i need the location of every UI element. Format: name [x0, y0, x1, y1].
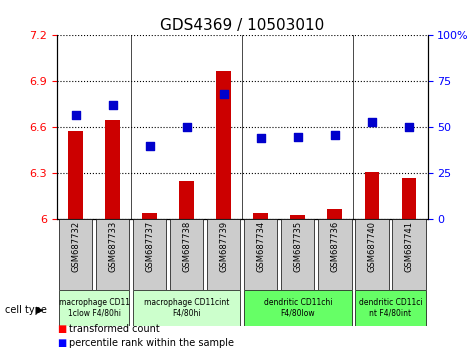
- FancyBboxPatch shape: [133, 290, 240, 326]
- Text: ■: ■: [57, 324, 66, 334]
- Text: GSM687740: GSM687740: [368, 221, 376, 272]
- Text: GSM687735: GSM687735: [294, 221, 302, 276]
- Title: GDS4369 / 10503010: GDS4369 / 10503010: [160, 18, 324, 33]
- Text: GSM687737: GSM687737: [145, 221, 154, 276]
- Text: GSM687741: GSM687741: [405, 221, 413, 276]
- Text: GSM687739: GSM687739: [219, 221, 228, 272]
- Point: [368, 119, 376, 125]
- FancyBboxPatch shape: [96, 219, 129, 290]
- FancyBboxPatch shape: [281, 219, 314, 290]
- Point: [72, 112, 79, 118]
- Text: macrophage CD11
1clow F4/80hi: macrophage CD11 1clow F4/80hi: [58, 298, 130, 318]
- FancyBboxPatch shape: [170, 219, 203, 290]
- FancyBboxPatch shape: [207, 219, 240, 290]
- Text: GSM687735: GSM687735: [294, 221, 302, 272]
- Point: [331, 132, 339, 138]
- Text: ■: ■: [57, 338, 66, 348]
- Bar: [253, 213, 268, 219]
- FancyBboxPatch shape: [355, 290, 426, 326]
- Point: [257, 136, 265, 141]
- Text: GSM687738: GSM687738: [182, 221, 191, 276]
- Text: transformed count: transformed count: [69, 324, 160, 334]
- Text: GSM687736: GSM687736: [331, 221, 339, 272]
- Text: GSM687740: GSM687740: [368, 221, 376, 276]
- Bar: [216, 71, 231, 219]
- Text: GSM687736: GSM687736: [331, 221, 339, 276]
- FancyBboxPatch shape: [244, 219, 277, 290]
- Text: macrophage CD11cint
F4/80hi: macrophage CD11cint F4/80hi: [144, 298, 229, 318]
- Point: [109, 103, 116, 108]
- Bar: [364, 172, 380, 219]
- FancyBboxPatch shape: [133, 219, 166, 290]
- Text: GSM687733: GSM687733: [108, 221, 117, 272]
- Point: [405, 125, 413, 130]
- FancyBboxPatch shape: [355, 219, 389, 290]
- Point: [183, 125, 190, 130]
- Bar: [179, 181, 194, 219]
- Point: [146, 143, 153, 149]
- Text: GSM687732: GSM687732: [71, 221, 80, 276]
- FancyBboxPatch shape: [318, 219, 352, 290]
- Text: percentile rank within the sample: percentile rank within the sample: [69, 338, 234, 348]
- FancyBboxPatch shape: [59, 219, 92, 290]
- Text: GSM687733: GSM687733: [108, 221, 117, 276]
- Text: GSM687738: GSM687738: [182, 221, 191, 272]
- Text: dendritic CD11ci
nt F4/80int: dendritic CD11ci nt F4/80int: [359, 298, 422, 318]
- Text: GSM687734: GSM687734: [256, 221, 265, 276]
- FancyBboxPatch shape: [392, 219, 426, 290]
- Bar: [68, 131, 83, 219]
- Text: GSM687737: GSM687737: [145, 221, 154, 272]
- FancyBboxPatch shape: [244, 290, 352, 326]
- Bar: [401, 178, 417, 219]
- Text: ▶: ▶: [36, 305, 43, 315]
- Bar: [290, 215, 305, 219]
- Point: [220, 91, 228, 97]
- Text: GSM687739: GSM687739: [219, 221, 228, 276]
- Bar: [327, 209, 342, 219]
- Bar: [105, 120, 120, 219]
- Text: cell type: cell type: [5, 305, 47, 315]
- Bar: [142, 213, 157, 219]
- FancyBboxPatch shape: [59, 290, 129, 326]
- Text: GSM687741: GSM687741: [405, 221, 413, 272]
- Text: dendritic CD11chi
F4/80low: dendritic CD11chi F4/80low: [264, 298, 332, 318]
- Text: GSM687732: GSM687732: [71, 221, 80, 272]
- Point: [294, 134, 302, 139]
- Text: GSM687734: GSM687734: [256, 221, 265, 272]
